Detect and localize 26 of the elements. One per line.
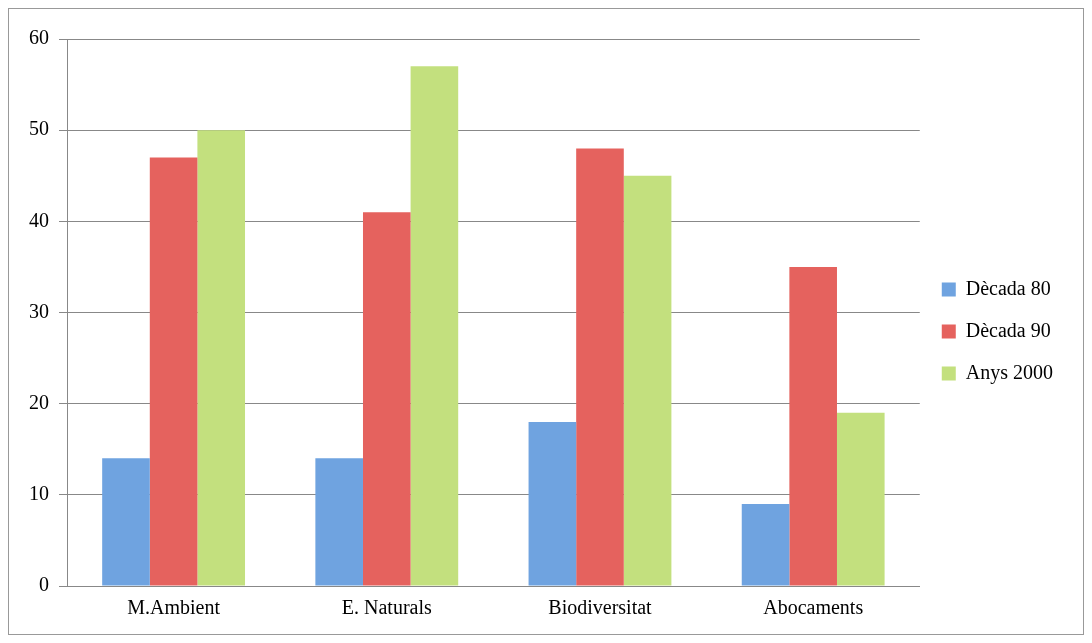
bar	[410, 66, 459, 586]
y-tick-label: 20	[29, 390, 49, 413]
bar	[623, 175, 672, 586]
y-tick-label: 50	[29, 117, 49, 140]
bar	[528, 421, 577, 586]
bar	[576, 148, 624, 586]
bar	[315, 458, 363, 586]
y-tick-label: 30	[29, 299, 49, 322]
x-tick-label: E. Naturals	[341, 596, 432, 619]
legend-label: Dècada 80	[965, 276, 1051, 299]
bar	[102, 458, 150, 586]
y-tick-label: 0	[39, 573, 49, 596]
y-tick-label: 60	[29, 26, 49, 49]
x-tick-label: Biodiversitat	[548, 596, 653, 619]
bar	[741, 503, 790, 586]
bar	[149, 157, 198, 586]
bar	[362, 212, 411, 586]
bar	[197, 130, 246, 586]
legend-label: Anys 2000	[965, 360, 1054, 384]
y-tick-label: 40	[29, 208, 49, 231]
x-tick-label: Abocaments	[763, 596, 864, 619]
x-tick-label: M.Ambient	[127, 596, 221, 619]
y-tick-label: 10	[29, 482, 49, 505]
legend-label: Dècada 90	[965, 318, 1051, 341]
bar	[789, 266, 837, 586]
bar	[836, 412, 885, 586]
